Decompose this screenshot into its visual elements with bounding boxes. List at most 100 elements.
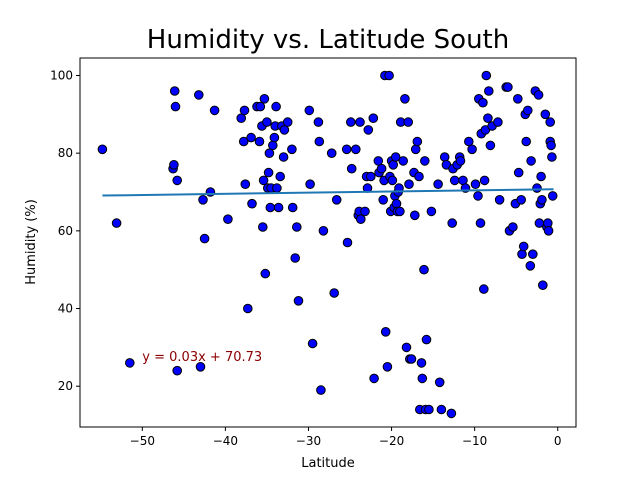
data-point <box>537 195 547 205</box>
y-tick-label: 60 <box>58 224 73 238</box>
chart-title: Humidity vs. Latitude South <box>147 25 509 55</box>
y-tick-label: 100 <box>50 68 73 82</box>
data-point <box>420 156 430 166</box>
data-point <box>526 156 536 166</box>
data-point <box>540 109 551 120</box>
data-point <box>170 101 181 112</box>
data-point <box>395 206 405 217</box>
data-point <box>387 175 398 186</box>
data-point <box>363 125 374 135</box>
x-axis-label: Latitude <box>301 456 355 471</box>
data-point <box>268 140 278 151</box>
data-point <box>446 408 457 419</box>
data-point <box>265 202 276 213</box>
data-point <box>416 358 427 368</box>
x-tick-label: 0 <box>554 434 562 448</box>
data-point <box>271 101 281 112</box>
data-point <box>198 195 208 205</box>
data-point <box>410 144 421 155</box>
data-point <box>260 268 271 279</box>
data-point <box>533 90 544 100</box>
data-point <box>199 233 210 244</box>
data-point <box>380 327 391 337</box>
y-tick-label: 40 <box>58 302 73 316</box>
regression-line <box>102 188 554 197</box>
data-point <box>326 148 337 158</box>
data-point <box>547 152 557 162</box>
data-point <box>546 140 556 151</box>
data-point <box>493 117 503 127</box>
data-point <box>369 373 379 384</box>
data-point <box>447 218 458 228</box>
data-point <box>258 222 268 232</box>
data-point <box>293 296 304 306</box>
data-point <box>449 175 460 186</box>
data-point <box>259 94 270 104</box>
data-point <box>243 303 253 314</box>
data-point <box>494 195 505 205</box>
data-point <box>279 125 290 135</box>
data-point <box>209 105 220 116</box>
data-point <box>366 171 376 182</box>
data-point <box>484 86 494 96</box>
data-point <box>282 117 293 127</box>
data-point <box>329 288 340 298</box>
data-point <box>305 179 315 189</box>
data-point <box>355 117 365 127</box>
data-point <box>467 144 477 155</box>
data-point <box>304 105 315 116</box>
data-point <box>470 179 481 189</box>
data-point <box>525 261 536 271</box>
data-point <box>287 144 297 155</box>
data-point <box>273 202 284 213</box>
data-point <box>412 136 423 147</box>
data-point <box>439 152 450 162</box>
data-point <box>503 82 513 92</box>
data-point <box>478 97 488 108</box>
data-point <box>195 362 206 372</box>
data-point <box>255 101 266 112</box>
data-point <box>521 136 532 147</box>
data-point <box>169 160 179 170</box>
data-point <box>538 280 548 291</box>
data-point <box>394 183 404 193</box>
data-point <box>401 342 412 353</box>
data-point <box>518 241 529 252</box>
x-tick-label: −20 <box>379 434 404 448</box>
data-point <box>318 226 329 236</box>
data-point <box>414 171 424 182</box>
data-point <box>314 136 325 147</box>
data-point <box>479 175 490 186</box>
data-point <box>287 202 298 213</box>
data-point <box>239 105 250 116</box>
x-tick-label: −50 <box>130 434 155 448</box>
data-point <box>523 105 533 116</box>
x-axis-ticks: −50 −40 −30 −20 −10 0 <box>130 427 562 448</box>
data-point <box>545 117 556 127</box>
data-point <box>410 210 420 221</box>
data-point <box>433 179 443 189</box>
data-point <box>485 140 496 151</box>
data-point <box>263 167 274 178</box>
data-point <box>368 113 379 123</box>
data-point <box>419 264 429 275</box>
data-point <box>388 160 399 170</box>
data-point <box>292 222 302 232</box>
data-point <box>246 132 256 143</box>
data-point <box>384 70 394 81</box>
data-point <box>455 156 466 166</box>
data-point <box>258 175 269 186</box>
data-point <box>346 163 357 174</box>
data-point <box>316 385 326 395</box>
data-point <box>356 214 366 224</box>
data-point <box>513 94 523 104</box>
data-point <box>290 253 301 263</box>
data-point <box>543 226 554 236</box>
data-point <box>513 167 524 178</box>
data-point <box>341 144 352 155</box>
data-point <box>194 90 204 100</box>
data-point <box>97 144 108 155</box>
data-point <box>313 117 324 127</box>
x-tick-label: −30 <box>296 434 321 448</box>
